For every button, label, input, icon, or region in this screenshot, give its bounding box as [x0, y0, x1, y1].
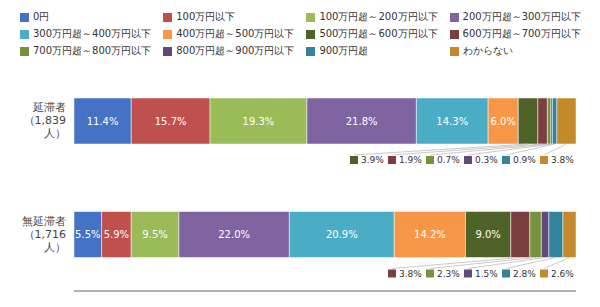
svg-text:5.9%: 5.9%: [104, 229, 129, 240]
svg-text:20.9%: 20.9%: [326, 229, 358, 240]
html-text:0円: 0円: [33, 11, 50, 22]
svg-text:21.8%: 21.8%: [346, 116, 378, 127]
svg-text:11.4%: 11.4%: [87, 116, 119, 127]
svg-text:0.3%: 0.3%: [475, 155, 498, 165]
svg-text:1.5%: 1.5%: [475, 269, 498, 279]
svg-text:19.3%: 19.3%: [243, 116, 275, 127]
html-text:900万円超: 900万円超: [319, 45, 369, 56]
svg-text:3.8%: 3.8%: [551, 155, 574, 165]
svg-text:延滞者（1,839人）: 延滞者（1,839人）: [24, 101, 67, 140]
html-text:800万円超～900万円以下: 800万円超～900万円以下: [176, 45, 295, 56]
svg-text:14.3%: 14.3%: [436, 116, 468, 127]
svg-text:3.8%: 3.8%: [399, 269, 422, 279]
html-text:100万円以下: 100万円以下: [176, 11, 236, 22]
svg-text:5.5%: 5.5%: [75, 229, 100, 240]
html-text:600万円超～700万円以下: 600万円超～700万円以下: [462, 28, 581, 39]
svg-text:2.6%: 2.6%: [551, 269, 574, 279]
html-text:100万円超～200万円以下: 100万円超～200万円以下: [319, 11, 438, 22]
svg-text:2.8%: 2.8%: [513, 269, 536, 279]
svg-text:無延滞者（1,716人）: 無延滞者（1,716人）: [22, 215, 66, 254]
svg-text:1.9%: 1.9%: [399, 155, 422, 165]
svg-text:14.2%: 14.2%: [414, 229, 446, 240]
html-text:わからない: わからない: [462, 45, 513, 56]
html-text:200万円超～300万円以下: 200万円超～300万円以下: [462, 11, 581, 22]
svg-text:15.7%: 15.7%: [155, 116, 187, 127]
svg-text:2.3%: 2.3%: [437, 269, 460, 279]
html-text:700万円超～800万円以下: 700万円超～800万円以下: [33, 45, 152, 56]
html-text:300万円超～400万円以下: 300万円超～400万円以下: [33, 28, 152, 39]
svg-text:3.9%: 3.9%: [361, 155, 384, 165]
svg-text:9.5%: 9.5%: [142, 229, 167, 240]
svg-text:0.9%: 0.9%: [513, 155, 536, 165]
svg-text:0.7%: 0.7%: [437, 155, 460, 165]
html-text:500万円超～600万円以下: 500万円超～600万円以下: [319, 28, 438, 39]
svg-text:9.0%: 9.0%: [475, 229, 500, 240]
svg-text:6.0%: 6.0%: [491, 116, 516, 127]
html-text:400万円超～500万円以下: 400万円超～500万円以下: [176, 28, 295, 39]
svg-text:22.0%: 22.0%: [218, 229, 250, 240]
